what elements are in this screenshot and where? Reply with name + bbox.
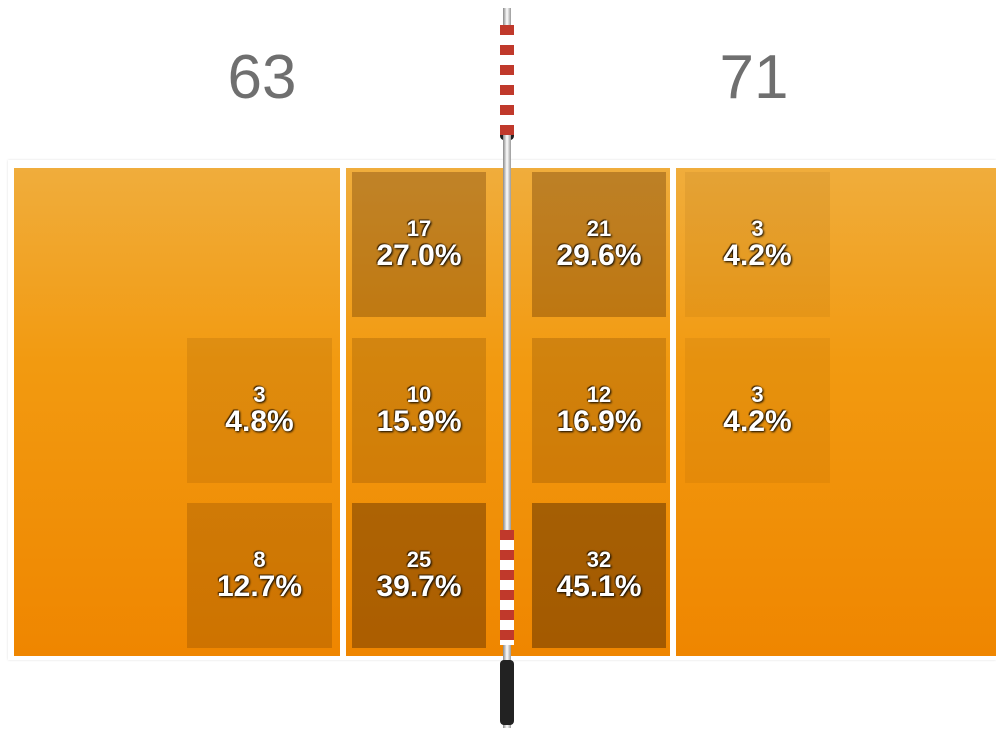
zone: 12 16.9% <box>532 338 666 483</box>
zone: 17 27.0% <box>352 172 486 317</box>
team-total: 71 <box>719 43 789 112</box>
zone: 10 15.9% <box>352 338 486 483</box>
zone: 3 4.2% <box>685 338 830 483</box>
zone-percent: 15.9% <box>376 405 462 439</box>
zone-count: 17 <box>406 216 432 242</box>
zone-count: 32 <box>586 547 612 573</box>
zone-count: 3 <box>751 382 764 408</box>
zone: 3 4.2% <box>685 172 830 317</box>
zone-percent: 39.7% <box>376 570 462 604</box>
zone-percent: 16.9% <box>556 405 642 439</box>
zone-percent: 12.7% <box>216 570 303 604</box>
net-post-bottom <box>500 660 514 725</box>
zone-percent: 27.0% <box>376 239 462 273</box>
court: 3 4.8% 8 12.7% 17 27.0% 10 15.9% 25 39.7% 21 29.6% 1… <box>8 160 996 660</box>
zone-count: 21 <box>586 216 612 242</box>
zone-count: 10 <box>406 382 432 408</box>
zone-count: 3 <box>253 382 266 408</box>
zone-count: 12 <box>586 382 612 408</box>
zone: 3 4.8% <box>187 338 332 483</box>
back-court <box>14 168 340 656</box>
net-antenna <box>500 25 514 135</box>
team-total: 63 <box>227 43 297 112</box>
zone-count: 3 <box>751 216 764 242</box>
zone: 25 39.7% <box>352 503 486 648</box>
zone: 32 45.1% <box>532 503 666 648</box>
zone-percent: 4.2% <box>723 405 792 439</box>
zone: 8 12.7% <box>187 503 332 648</box>
zone-count: 8 <box>253 547 266 573</box>
net-pole <box>503 8 511 728</box>
zone-percent: 4.2% <box>723 239 792 273</box>
zone-percent: 4.8% <box>225 405 294 439</box>
zone: 21 29.6% <box>532 172 666 317</box>
zone-count: 25 <box>406 547 432 573</box>
zone-percent: 29.6% <box>556 239 642 273</box>
back-court <box>676 168 996 656</box>
net-antenna <box>500 530 514 645</box>
zone-percent: 45.1% <box>556 570 642 604</box>
